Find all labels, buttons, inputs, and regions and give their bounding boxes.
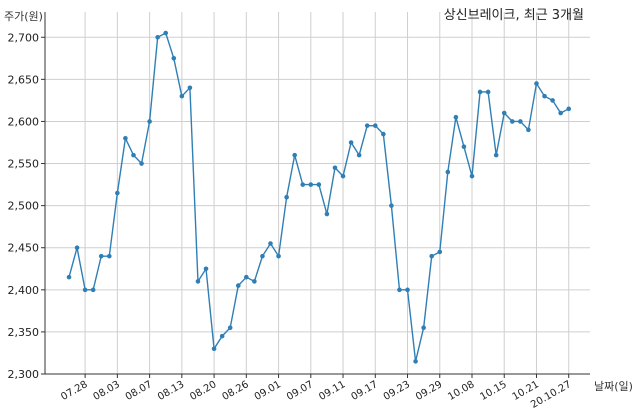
price-point	[252, 279, 257, 284]
price-point	[292, 152, 297, 158]
price-point	[98, 253, 104, 259]
x-tick-label: 10.08	[446, 379, 476, 403]
price-point	[485, 89, 491, 95]
price-point	[356, 152, 362, 158]
price-point	[348, 140, 354, 145]
price-point	[421, 325, 426, 330]
chart-title: 상신브레이크, 최근 3개월	[444, 8, 584, 23]
price-point	[235, 283, 241, 288]
x-tick-label: 09.23	[382, 379, 412, 403]
price-point	[510, 119, 515, 124]
y-tick-label: 2,400	[8, 284, 40, 297]
price-point	[526, 127, 531, 133]
price-point	[389, 203, 394, 208]
price-point	[469, 173, 475, 179]
price-point	[147, 119, 152, 124]
price-point	[397, 287, 402, 293]
y-tick-label: 2,350	[8, 326, 40, 339]
price-point	[90, 287, 96, 293]
price-point	[493, 152, 499, 158]
price-point	[82, 287, 88, 293]
price-point	[203, 266, 209, 272]
price-point	[413, 359, 418, 364]
price-point	[566, 106, 572, 112]
price-point	[163, 30, 169, 36]
x-tick-label: 07.28	[59, 379, 89, 403]
price-point	[227, 325, 233, 330]
price-point	[268, 241, 273, 246]
x-tick-label: 09.11	[317, 379, 347, 403]
y-tick-label: 2,550	[8, 158, 40, 171]
price-point	[131, 152, 136, 158]
price-point	[195, 279, 201, 284]
x-axis-label: 날짜(일)	[594, 379, 633, 393]
price-point	[364, 123, 370, 128]
x-tick-label: 09.29	[414, 379, 444, 403]
price-point	[74, 245, 80, 251]
price-point	[534, 81, 539, 86]
price-point	[437, 249, 443, 255]
price-point	[179, 93, 185, 99]
price-point	[550, 98, 555, 103]
x-tick-label: 09.17	[349, 379, 379, 403]
price-point	[276, 253, 281, 259]
y-axis-label: 주가(원)	[4, 10, 43, 23]
price-point	[155, 34, 160, 40]
price-point	[518, 119, 523, 124]
chart-axes	[44, 12, 590, 375]
price-point	[244, 274, 249, 280]
price-point	[211, 346, 217, 352]
price-point	[260, 253, 265, 259]
price-point	[453, 114, 459, 120]
price-point	[332, 165, 338, 171]
y-tick-label: 2,650	[8, 73, 40, 86]
x-tick-label: 09.01	[253, 379, 283, 403]
x-tick-label: 08.26	[221, 379, 251, 403]
price-line	[68, 32, 570, 362]
price-point	[308, 182, 314, 187]
y-tick-label: 2,450	[8, 242, 40, 255]
price-point	[558, 110, 563, 116]
price-point	[501, 110, 507, 116]
price-point	[381, 131, 386, 137]
price-series	[66, 30, 572, 364]
price-point	[461, 144, 467, 149]
price-point	[187, 85, 193, 91]
price-point	[123, 135, 128, 141]
x-tick-label: 08.20	[188, 379, 218, 403]
x-tick-label: 10.15	[478, 379, 508, 403]
price-point	[219, 333, 225, 339]
y-tick-labels: 2,300 2,350 2,400 2,450 2,500 2,550 2,600 2,650…	[8, 31, 45, 381]
x-tick-label: 08.07	[124, 379, 154, 403]
price-point	[107, 253, 112, 259]
y-tick-label: 2,300	[8, 368, 40, 381]
price-point	[300, 182, 306, 187]
x-tick-label: 09.07	[285, 379, 315, 403]
x-tick-label: 08.03	[92, 379, 122, 403]
price-point	[477, 89, 483, 95]
price-point	[115, 190, 120, 196]
price-point	[429, 253, 435, 259]
x-tick-label: 08.13	[156, 379, 186, 403]
x-tick-labels: 07.28 08.03 08.07 08.13 08.20 08.26 09.01 09.07…	[59, 374, 573, 411]
price-point	[316, 182, 322, 187]
y-tick-label: 2,500	[8, 200, 40, 213]
price-point	[340, 173, 346, 179]
y-tick-label: 2,700	[8, 31, 40, 44]
y-tick-label: 2,600	[8, 115, 40, 128]
price-point	[139, 161, 144, 166]
price-point	[405, 287, 410, 293]
price-point	[66, 274, 72, 280]
price-point	[372, 123, 378, 128]
price-point	[171, 56, 177, 61]
grid-lines	[45, 12, 590, 375]
price-point	[542, 93, 547, 99]
price-point	[324, 211, 330, 217]
price-point	[284, 194, 289, 200]
price-point	[445, 169, 451, 175]
